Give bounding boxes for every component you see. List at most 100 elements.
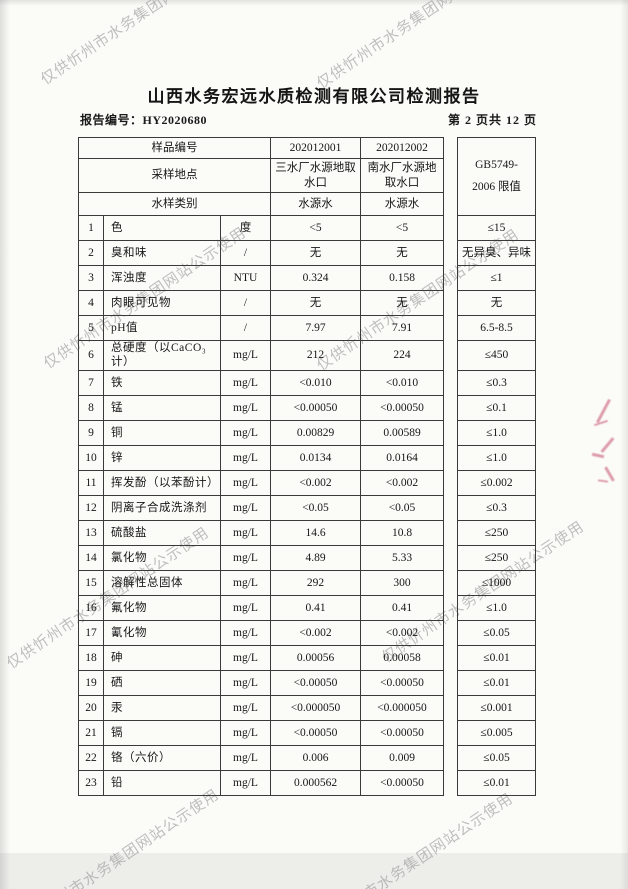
parameter-name-cell: 氯化物: [103, 544, 221, 571]
parameter-name-cell: 氰化物: [103, 619, 221, 646]
sample1-value-cell: 0.00056: [270, 644, 361, 671]
unit-cell: mg/L: [220, 669, 271, 696]
sample1-value-cell: <0.00050: [270, 669, 361, 696]
sample1-value-cell: 0.00829: [270, 419, 361, 446]
table-row: 3 浑浊度 NTU 0.324 0.158 ≤1: [78, 265, 536, 291]
limit-value-cell: 无异臭、异味: [457, 240, 536, 266]
row-number-cell: 14: [78, 544, 104, 571]
sample2-value-cell: 无: [360, 240, 444, 266]
limit-value-cell: 6.5-8.5: [457, 315, 536, 341]
parameter-name-cell: 锌: [103, 444, 221, 471]
row-number-cell: 4: [78, 290, 104, 316]
header-row-sample-id: 样品编号 202012001 202012002 GB5749- 2006 限值: [78, 137, 536, 216]
row-number-cell: 15: [78, 569, 104, 596]
watermark-text: 仅供忻州市水务集团网站公示使用: [13, 786, 223, 889]
table-row: 18 砷 mg/L 0.00056 0.00058 ≤0.01: [78, 644, 536, 671]
sample1-value-cell: <0.010: [270, 369, 361, 396]
sample-id-2-cell: 202012002: [360, 137, 444, 159]
sample2-value-cell: <0.05: [360, 494, 444, 521]
sample1-value-cell: <0.00050: [270, 719, 361, 746]
table-row: 6 总硬度（以CaCO₃计） mg/L 212 224 ≤450: [78, 340, 536, 371]
unit-cell: mg/L: [220, 569, 271, 596]
sample2-value-cell: 0.00589: [360, 419, 444, 446]
column-gap: [444, 216, 458, 241]
row-number-cell: 21: [78, 719, 104, 746]
sample2-value-cell: 0.0164: [360, 444, 444, 471]
table-row: 13 硫酸盐 mg/L 14.6 10.8 ≤250: [78, 519, 536, 546]
sample2-value-cell: <0.010: [360, 369, 444, 396]
parameter-name-cell: 铬（六价）: [103, 744, 221, 771]
column-gap: [444, 745, 458, 770]
unit-cell: mg/L: [220, 494, 271, 521]
column-gap: [444, 695, 458, 720]
row-number-cell: 17: [78, 619, 104, 646]
sample1-value-cell: <0.000050: [270, 694, 361, 721]
sample2-value-cell: <0.002: [360, 469, 444, 496]
limit-header-line1: GB5749-: [475, 159, 518, 172]
sample2-value-cell: 0.009: [360, 744, 444, 771]
unit-cell: mg/L: [220, 744, 271, 771]
sample1-value-cell: <5: [270, 215, 361, 241]
results-table: 样品编号 202012001 202012002 GB5749- 2006 限值…: [78, 137, 536, 796]
type-2-cell: 水源水: [360, 192, 444, 216]
watermark-text: 仅供忻州市水务集团网站公示使用: [313, 0, 523, 93]
limit-value-cell: ≤1.0: [457, 594, 536, 621]
column-gap: [444, 138, 458, 159]
sample1-value-cell: 0.0134: [270, 444, 361, 471]
column-gap: [444, 620, 458, 645]
limit-value-cell: ≤0.01: [457, 769, 536, 796]
table-row: 21 镉 mg/L <0.00050 <0.00050 ≤0.005: [78, 719, 536, 746]
unit-cell: mg/L: [220, 469, 271, 496]
scan-edge-right: [620, 0, 628, 889]
table-row: 23 铅 mg/L 0.000562 <0.00050 ≤0.01: [78, 769, 536, 796]
table-row: 20 汞 mg/L <0.000050 <0.000050 ≤0.001: [78, 694, 536, 721]
row-number-cell: 9: [78, 419, 104, 446]
parameter-name-cell: 阴离子合成洗涤剂: [103, 494, 221, 521]
column-gap: [444, 420, 458, 445]
sample2-value-cell: 7.91: [360, 315, 444, 341]
sample1-value-cell: 0.41: [270, 594, 361, 621]
sample2-value-cell: 0.41: [360, 594, 444, 621]
unit-cell: mg/L: [220, 594, 271, 621]
unit-cell: mg/L: [220, 619, 271, 646]
header-row-location: 采样地点 三水厂水源地取水口 南水厂水源地取水口: [78, 158, 536, 193]
limit-value-cell: ≤1.0: [457, 444, 536, 471]
row-number-cell: 2: [78, 240, 104, 266]
sample2-value-cell: <0.00050: [360, 669, 444, 696]
limit-value-cell: ≤1: [457, 265, 536, 291]
page-title: 山西水务宏远水质检测有限公司检测报告: [147, 87, 481, 106]
page-number-info: 第 2 页共 12 页: [447, 113, 537, 127]
parameter-name-cell: 硫酸盐: [103, 519, 221, 546]
row-number-cell: 20: [78, 694, 104, 721]
column-gap: [444, 193, 458, 216]
limit-header-line2: 2006 限值: [472, 181, 521, 193]
unit-cell: 度: [220, 215, 271, 241]
scan-edge-top: [0, 0, 628, 6]
unit-cell: mg/L: [220, 369, 271, 396]
sample-id-label-cell: 样品编号: [78, 137, 271, 159]
limit-value-cell: 无: [457, 290, 536, 316]
unit-cell: mg/L: [220, 694, 271, 721]
sample2-value-cell: 224: [360, 340, 444, 371]
parameter-name-cell: 氟化物: [103, 594, 221, 621]
sample1-value-cell: <0.00050: [270, 394, 361, 421]
red-stamp-mark: [586, 396, 626, 492]
sample1-value-cell: <0.05: [270, 494, 361, 521]
row-number-cell: 19: [78, 669, 104, 696]
sample1-value-cell: <0.002: [270, 619, 361, 646]
location-label-cell: 采样地点: [78, 158, 271, 193]
report-number: 报告编号：HY2020680: [80, 113, 208, 127]
table-row: 2 臭和味 / 无无无异臭、异味: [78, 240, 536, 266]
column-gap: [444, 341, 458, 371]
table-row: 9 铜 mg/L 0.00829 0.00589 ≤1.0: [78, 419, 536, 446]
column-gap: [444, 720, 458, 745]
column-gap: [444, 570, 458, 595]
sample2-value-cell: 0.00058: [360, 644, 444, 671]
limit-value-cell: ≤0.1: [457, 394, 536, 421]
parameter-name-cell: 溶解性总固体: [103, 569, 221, 596]
parameter-name-cell: 总硬度（以CaCO₃计）: [103, 340, 221, 371]
limit-value-cell: ≤1000: [457, 569, 536, 596]
table-row: 15 溶解性总固体 mg/L 292 300 ≤1000: [78, 569, 536, 596]
sample1-value-cell: 7.97: [270, 315, 361, 341]
